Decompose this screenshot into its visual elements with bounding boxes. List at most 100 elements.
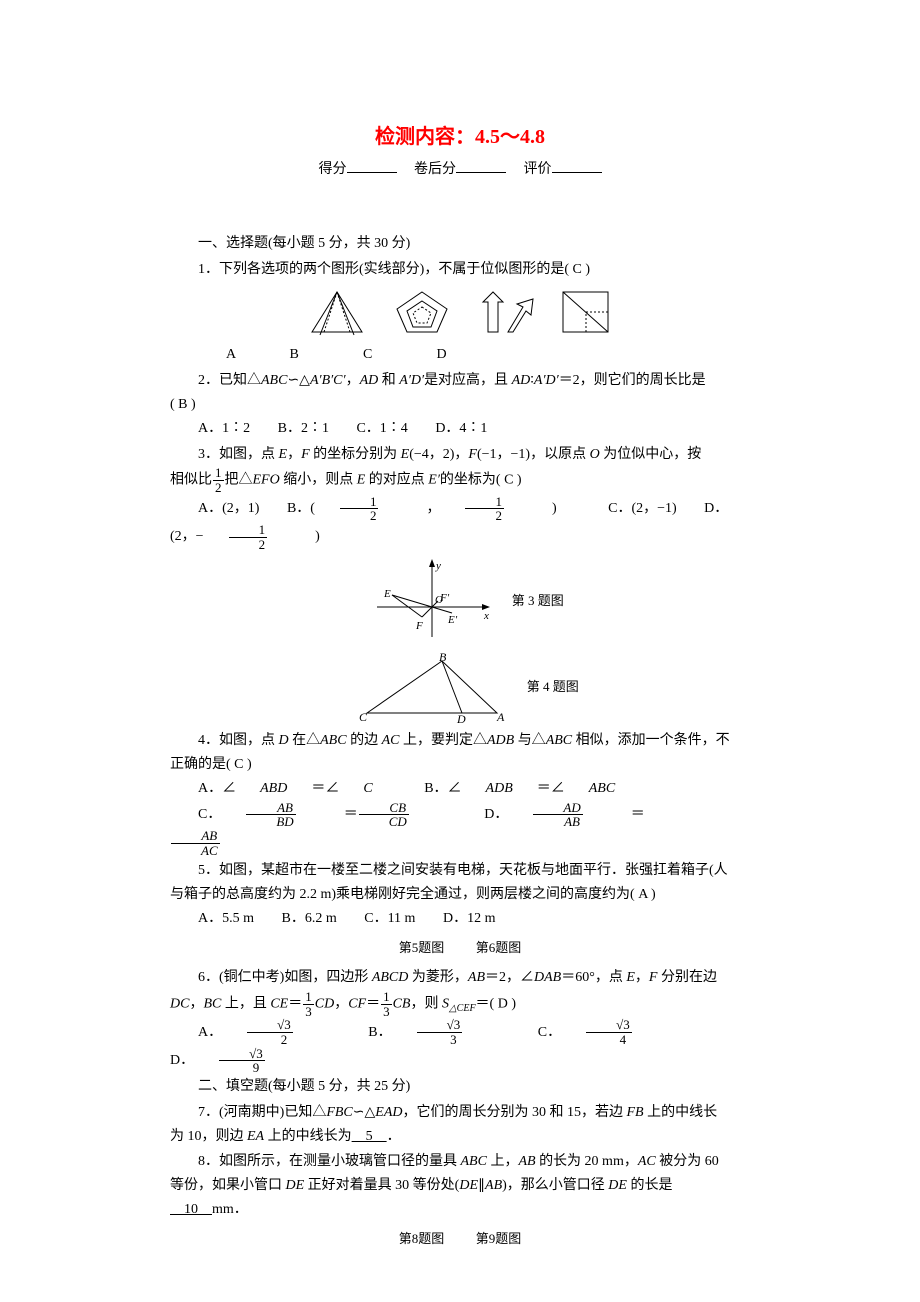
q7-EA: EA — [247, 1129, 264, 1144]
q5-fig-row: 第5题图 第6题图 — [170, 937, 750, 961]
q3-E3: E — [357, 473, 366, 488]
q2-m3: 是对应高，且 — [424, 373, 512, 388]
q1-opt-row: A B C D — [170, 343, 750, 367]
q4-fDd2: AC — [171, 844, 220, 858]
q6-opts: A．√32 B．√33 C．√34 D．√39 — [170, 1018, 750, 1075]
q8-par: ∥ — [478, 1178, 485, 1193]
q4-fig-row: B C D A 第 4 题图 — [170, 653, 750, 723]
q6-DC: DC — [170, 997, 189, 1012]
q3-oA: A．(2，1) — [198, 501, 259, 516]
q3-2c: 缩小，则点 — [280, 473, 357, 488]
q3-2b: 把△ — [225, 473, 253, 488]
q2-opts: A．1∶2 B．2∶1 C．1∶4 D．4∶1 — [170, 417, 750, 441]
q2-oA: A．1∶2 — [198, 421, 250, 436]
q4-ABC2: ABC — [546, 733, 572, 748]
q3-b: ， — [287, 447, 301, 462]
q3-hn: 1 — [213, 466, 224, 481]
q3-oBpre: B．( — [287, 501, 315, 516]
q2-abc2: A′B′C′ — [310, 373, 346, 388]
q4-a: 4．如图，点 — [198, 733, 279, 748]
svg-text:F′: F′ — [439, 592, 450, 604]
q4-optsAB: A．∠ABD＝∠C B．∠ADB＝∠ABC — [170, 777, 750, 801]
q4-optsCD: C．ABBD＝CBCD D．ADAB＝ABAC — [170, 801, 750, 858]
q8-line2: 等份，如果小管口 DE 正好对着量具 30 等份处(DE∥AB)，那么小管口径 … — [170, 1174, 750, 1198]
q6-s3d: √3 — [219, 1047, 265, 1062]
q6-s3c: √3 — [586, 1018, 632, 1033]
q3-fig-row: y x O E F F′ E′ 第 3 题图 — [170, 557, 750, 647]
q6-CF: CF — [348, 997, 366, 1012]
q4-oBt: B．∠ — [424, 781, 461, 796]
q6-E: E — [626, 970, 635, 985]
q6-2b: ， — [189, 997, 203, 1012]
q3-ce: (−4，2)， — [409, 447, 468, 462]
q7-line2: 为 10，则边 EA 上的中线长为 5 ． — [170, 1125, 750, 1149]
q7-ans: 5 — [352, 1129, 387, 1144]
q6-s3a: √3 — [247, 1018, 293, 1033]
q5-oD: D．12 m — [443, 911, 496, 926]
q4-eqABC: ＝∠ — [537, 781, 565, 796]
q7-line1: 7．(河南期中)已知△FBC∽△EAD，它们的周长分别为 30 和 15，若边 … — [170, 1101, 750, 1125]
q8-DE2: DE — [459, 1178, 478, 1193]
q6-2f: ，则 — [410, 997, 442, 1012]
q6-f: 分别在边 — [657, 970, 717, 985]
q4-f: 相似，添加一个条件，不 — [572, 733, 730, 748]
q6-line1: 6．(铜仁中考)如图，四边形 ABCD 为菱形，AB＝2，∠DAB＝60°，点 … — [170, 966, 750, 990]
q8-2a: 等份，如果小管口 — [170, 1178, 286, 1193]
q8-d: 被分为 60 — [656, 1154, 719, 1169]
q4-fDn1: AD — [533, 801, 582, 816]
q4-fDd1: AB — [533, 815, 582, 829]
q7-a: 7．(河南期中)已知△ — [198, 1105, 326, 1120]
q6-dB: 3 — [417, 1033, 463, 1047]
q8-2d: 的长是 — [627, 1178, 673, 1193]
q4-fCn2: CB — [359, 801, 409, 816]
q6-oA: A．√32 — [198, 1025, 341, 1040]
svg-text:D: D — [456, 712, 466, 723]
q2-ad: AD — [360, 373, 379, 388]
q1-optB: B — [262, 343, 332, 367]
svg-text:B: B — [439, 653, 447, 664]
q2-oD: D．4∶1 — [435, 421, 487, 436]
q1-figures — [170, 287, 750, 337]
q4-oA: A．∠ABD＝∠C — [198, 781, 397, 796]
q3-hd: 2 — [213, 481, 224, 495]
q3-line1: 3．如图，点 E，F 的坐标分别为 E(−4，2)，F(−1，−1)，以原点 O… — [170, 443, 750, 467]
postscore-label: 卷后分 — [414, 162, 456, 177]
q6-d1: 3 — [303, 1005, 314, 1019]
q1-optA: A — [198, 343, 258, 367]
q2-line1: 2．已知△ABC∽△A′B′C′，AD 和 A′D′是对应高，且 AD∶A′D′… — [170, 369, 750, 393]
svg-text:x: x — [483, 610, 489, 622]
q6-CD: CD — [315, 997, 334, 1012]
svg-text:E: E — [383, 588, 391, 600]
q1-fig-c — [473, 287, 543, 337]
q4-fDn2: AB — [171, 829, 220, 844]
q6-AB: AB — [468, 970, 485, 985]
q7-b: ，它们的周长分别为 30 和 15，若边 — [403, 1105, 627, 1120]
q3-2e: 的坐标为( C ) — [440, 473, 522, 488]
q6-DAB: DAB — [534, 970, 561, 985]
q1-fig-d — [558, 287, 618, 337]
q3-cf: (−1，−1)，以原点 — [477, 447, 590, 462]
q3-a: 3．如图，点 — [198, 447, 279, 462]
q3-oB: B．(12，12) — [287, 501, 581, 516]
q2-ad2: A′D′ — [399, 373, 424, 388]
q1-fig-a — [302, 287, 372, 337]
q8-line3: 10 mm． — [170, 1198, 750, 1222]
q6-d: ＝60°，点 — [561, 970, 626, 985]
q8-c: 的长为 20 mm， — [536, 1154, 638, 1169]
q8-DE: DE — [286, 1178, 305, 1193]
q3-oDd: 2 — [229, 538, 268, 552]
q6-dC: 4 — [586, 1033, 632, 1047]
q7-2c: ． — [387, 1129, 401, 1144]
q8-AB: AB — [518, 1154, 535, 1169]
q6-S: S — [442, 997, 449, 1012]
q2-sim: ∽△ — [287, 373, 310, 388]
q6-oDt: D． — [170, 1053, 194, 1068]
q8-ans: 10 — [170, 1202, 212, 1217]
q8-DE3: DE — [608, 1178, 627, 1193]
q8-fig9: 第9题图 — [476, 1231, 522, 1246]
q6-BC: BC — [203, 997, 221, 1012]
q4-d: 上，要判定△ — [399, 733, 487, 748]
q6-dA: 2 — [247, 1033, 293, 1047]
q3-E: E — [279, 447, 288, 462]
q6-oC: C．√34 — [538, 1025, 680, 1040]
